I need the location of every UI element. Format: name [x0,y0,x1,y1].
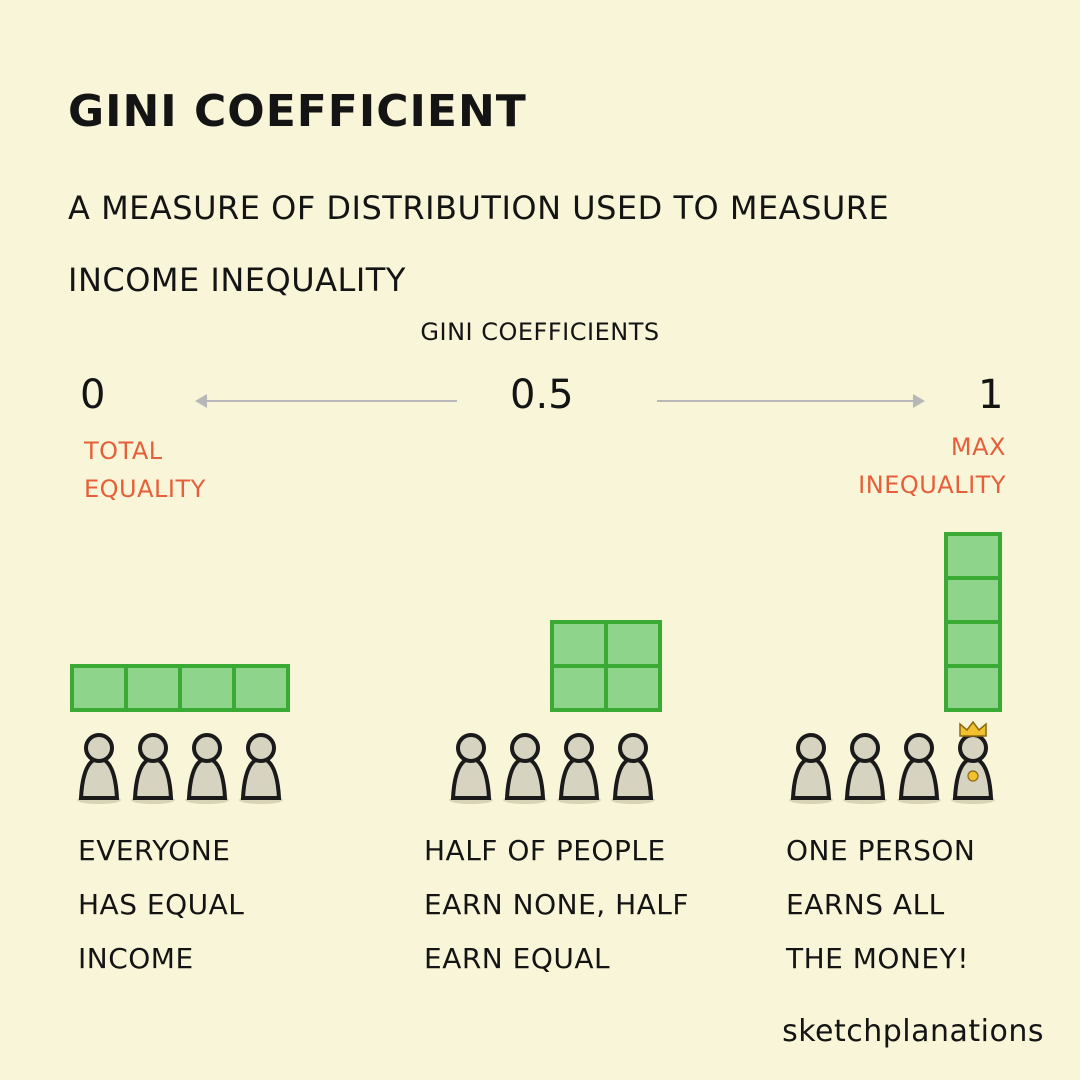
person-icon [611,733,655,804]
caption-line: EARN EQUAL [424,942,611,975]
income-block [944,664,1002,712]
person-head [618,733,648,763]
scale-min-value: 0 [80,372,106,418]
income-block-stack [550,620,662,712]
subtitle: A MEASURE OF DISTRIBUTION USED TO MEASUR… [68,172,948,316]
income-block [550,620,608,668]
scale-max-value: 1 [978,372,1004,418]
caption-half: HALF OF PEOPLE EARN NONE, HALF EARN EQUA… [424,824,744,986]
caption-line: HALF OF PEOPLE [424,834,666,867]
subtitle-line-2: INCOME INEQUALITY [68,261,406,299]
person-icon [131,733,175,804]
medallion-icon [967,770,979,782]
person-body [612,755,654,800]
person-head [510,733,540,763]
income-block-stack [70,664,290,712]
person-head [958,733,988,763]
person-body [240,755,282,800]
page-title: GINI COEFFICIENT [68,86,527,137]
person-icon [239,733,283,804]
person-body [186,755,228,800]
caption-line: EARNS ALL [786,888,945,921]
income-block [944,620,1002,668]
arrow-left-icon [195,394,457,408]
person-body [504,755,546,800]
person-icon [951,720,995,804]
total-equality-label: TOTAL EQUALITY [84,432,206,508]
person-body [898,755,940,800]
person-icon [843,733,887,804]
brand-logo: sketchplanations [782,1014,1044,1049]
person-body [844,755,886,800]
person-icon [77,733,121,804]
caption-line: ONE PERSON [786,834,976,867]
subtitle-line-1: A MEASURE OF DISTRIBUTION USED TO MEASUR… [68,189,890,227]
caption-line: EVERYONE [78,834,231,867]
person-icon [503,733,547,804]
person-head [796,733,826,763]
caption-line: HAS EQUAL [78,888,245,921]
income-block-stack [944,532,1002,712]
arrow-right-icon [657,394,925,408]
income-block [550,664,608,712]
person-body [78,755,120,800]
person-body [558,755,600,800]
max-inequality-label: MAX INEQUALITY [858,428,1006,504]
caption-line: EARN NONE, HALF [424,888,689,921]
person-head [192,733,222,763]
max-inequality-line-2: INEQUALITY [858,471,1006,499]
income-block [944,532,1002,580]
scale-mid-value: 0.5 [510,372,574,418]
person-head [84,733,114,763]
income-block [604,664,662,712]
person-icon [789,733,833,804]
total-equality-line-1: TOTAL [84,437,163,465]
person-head [564,733,594,763]
income-block [232,664,290,712]
person-head [850,733,880,763]
scale-label: GINI COEFFICIENTS [420,318,660,346]
caption-line: THE MONEY! [786,942,969,975]
total-equality-line-2: EQUALITY [84,475,206,503]
person-icon [185,733,229,804]
person-head [456,733,486,763]
person-head [246,733,276,763]
income-block [944,576,1002,624]
caption-max: ONE PERSON EARNS ALL THE MONEY! [786,824,1046,986]
person-body [132,755,174,800]
person-icon [897,733,941,804]
person-head [138,733,168,763]
person-body [450,755,492,800]
income-block [124,664,182,712]
income-block [178,664,236,712]
income-block [604,620,662,668]
person-head [904,733,934,763]
person-icon [449,733,493,804]
person-body [790,755,832,800]
person-icon [557,733,601,804]
max-inequality-line-1: MAX [950,433,1006,461]
caption-equal: EVERYONE HAS EQUAL INCOME [78,824,378,986]
caption-line: INCOME [78,942,194,975]
income-block [70,664,128,712]
crown-icon [959,720,987,737]
